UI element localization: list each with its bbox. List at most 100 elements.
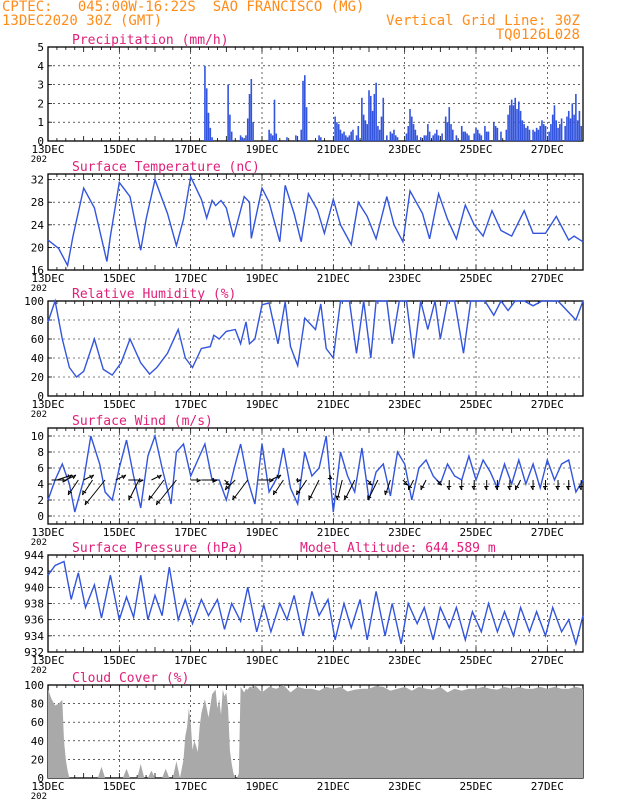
- precip-bar: [500, 131, 502, 141]
- wind-panel: [47, 427, 584, 525]
- wind-arrow: [65, 474, 77, 481]
- precip-bar: [566, 116, 568, 141]
- precip-xtick-label: 13DEC: [31, 143, 64, 156]
- precip-panel: [47, 46, 584, 142]
- wind-arrow-head: [514, 485, 520, 491]
- wind-arrow-head: [269, 478, 274, 483]
- cloud-year-stub: 202: [31, 792, 47, 800]
- precip-year-stub: 202: [31, 155, 47, 165]
- wind-ytick-label: 2: [37, 494, 44, 507]
- wind-arrow: [148, 479, 165, 501]
- cloud-xtick-label: 19DEC: [245, 780, 278, 793]
- temp-series-line: [47, 174, 584, 268]
- precip-bar: [416, 135, 418, 141]
- wind-xtick-label: 17DEC: [174, 526, 207, 539]
- precip-bar: [487, 131, 490, 141]
- temp-panel: [47, 173, 584, 271]
- wind-ytick-label: 6: [37, 462, 44, 475]
- precip-bar: [434, 133, 436, 141]
- wind-xtick-label: 13DEC: [31, 526, 64, 539]
- cloud-ytick-label: 40: [31, 735, 44, 748]
- wind-arrow-head: [308, 495, 313, 501]
- precip-bar: [380, 116, 383, 141]
- precip-bar: [302, 80, 304, 141]
- precip-bar: [466, 133, 468, 141]
- precip-bar: [535, 127, 538, 141]
- wind-arrow-head: [327, 474, 333, 479]
- cloud-xtick-label: 23DEC: [388, 780, 421, 793]
- precip-bar: [512, 105, 515, 141]
- wind-ytick-label: 4: [37, 478, 44, 491]
- precip-bar: [464, 131, 467, 141]
- precip-bar: [389, 131, 392, 141]
- wind-arrow-head: [335, 495, 341, 501]
- wind-arrow: [515, 479, 522, 491]
- precip-bar: [373, 94, 376, 141]
- precip-ytick-label: 0: [37, 135, 44, 148]
- wind-ytick-label: 0: [37, 510, 44, 523]
- precip-bar: [519, 110, 522, 141]
- precip-bar: [555, 120, 558, 141]
- precip-bar: [578, 110, 581, 141]
- precip-bar: [268, 129, 270, 141]
- precip-bar: [405, 133, 408, 141]
- precip-bar: [227, 84, 229, 141]
- precip-bar: [414, 129, 417, 141]
- precip-bar: [339, 129, 342, 141]
- precip-bar: [509, 105, 511, 141]
- precip-ytick-label: 1: [37, 116, 44, 129]
- precip-bar: [450, 124, 452, 141]
- temp-ytick-label: 24: [31, 219, 45, 232]
- precip-bar: [432, 135, 435, 141]
- precip-xtick-label: 27DEC: [531, 143, 564, 156]
- pressure-xtick-label: 23DEC: [388, 654, 421, 667]
- precip-ytick-label: 3: [37, 79, 44, 92]
- precip-bar: [300, 129, 303, 141]
- precip-bar: [428, 131, 431, 141]
- wind-arrow-head: [196, 478, 201, 483]
- precip-bar: [345, 135, 347, 141]
- precip-bar: [480, 135, 483, 141]
- wind-arrow-head: [483, 486, 489, 491]
- precip-ytick-label: 2: [37, 97, 44, 110]
- precip-bar: [352, 129, 354, 141]
- wind-arrow-head: [296, 478, 302, 483]
- precip-bar: [544, 125, 547, 141]
- precip-bar: [557, 127, 559, 141]
- wind-arrow-head: [139, 478, 144, 483]
- wind-ytick-label: 8: [37, 446, 44, 459]
- wind-arrow: [82, 479, 93, 496]
- precip-bar: [320, 137, 322, 141]
- precip-bar: [494, 125, 497, 141]
- rh-xtick-label: 25DEC: [459, 398, 492, 411]
- cloud-xtick-label: 13DEC: [31, 780, 64, 793]
- precip-bar: [357, 125, 360, 141]
- precip-bar: [341, 133, 344, 141]
- precip-bar: [448, 107, 451, 141]
- precip-bar: [571, 103, 574, 141]
- precip-bar: [377, 125, 379, 141]
- precip-bar: [407, 125, 410, 141]
- precip-title: Precipitation (mm/h): [72, 33, 229, 48]
- precip-bar: [473, 133, 476, 141]
- precip-bar: [243, 139, 245, 141]
- precip-bar: [526, 125, 529, 141]
- wind-arrow-head: [89, 474, 95, 480]
- wind-arrow-head: [530, 486, 535, 491]
- wind-arrow-head: [67, 490, 73, 496]
- rh-xtick-label: 23DEC: [388, 398, 421, 411]
- precip-bar: [382, 97, 385, 141]
- wind-arrow-head: [148, 495, 153, 501]
- wind-series-line: [47, 433, 584, 513]
- precip-bar: [229, 114, 231, 141]
- precip-bar: [551, 114, 554, 141]
- rh-ytick-label: 100: [24, 295, 44, 308]
- precip-bar: [539, 125, 542, 141]
- wind-frame: [47, 427, 584, 525]
- precip-bar: [248, 94, 251, 141]
- precip-bar: [241, 137, 244, 141]
- pressure-subtitle: Model Altitude: 644.589 m: [300, 541, 496, 556]
- precip-bar: [559, 124, 561, 141]
- wind-arrow: [115, 474, 126, 481]
